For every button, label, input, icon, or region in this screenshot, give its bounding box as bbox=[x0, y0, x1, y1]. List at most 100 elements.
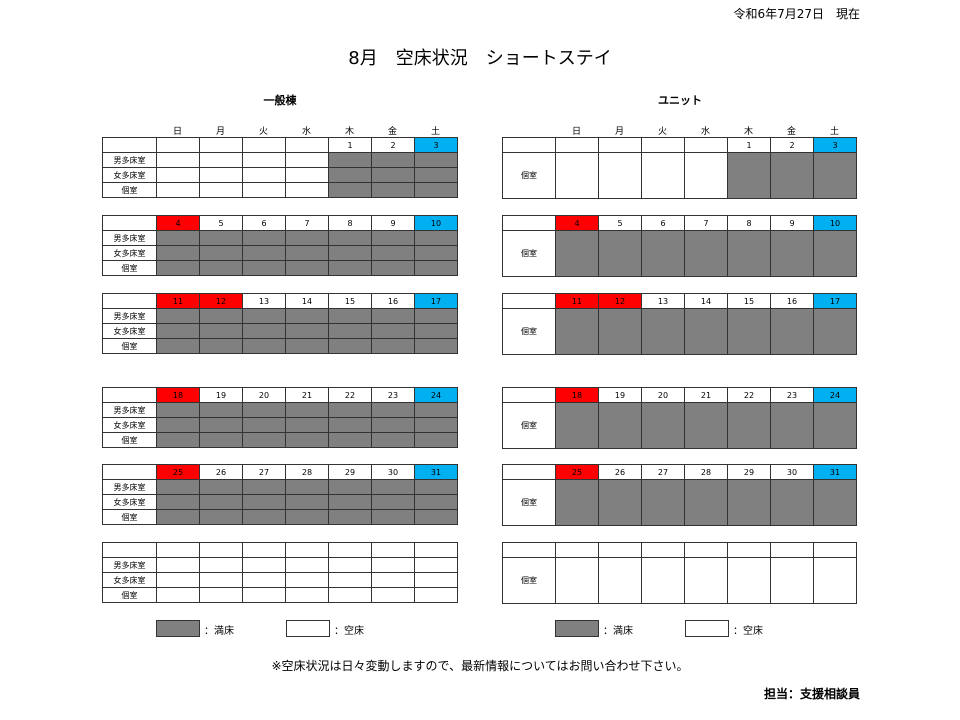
full-bed-cell bbox=[242, 509, 286, 525]
date-cell: 1 bbox=[727, 137, 771, 153]
vacant-bed-cell bbox=[199, 167, 243, 183]
full-bed-cell bbox=[156, 260, 200, 276]
vacant-bed-cell bbox=[641, 557, 685, 604]
date-cell: 23 bbox=[770, 387, 814, 403]
room-type-label: 個室 bbox=[502, 230, 556, 277]
date-cell: 10 bbox=[813, 215, 857, 231]
date-cell bbox=[598, 542, 642, 558]
full-bed-cell bbox=[156, 402, 200, 418]
date-cell: 21 bbox=[684, 387, 728, 403]
full-bed-cell bbox=[328, 494, 372, 510]
vacant-bed-cell bbox=[242, 152, 286, 168]
date-cell: 21 bbox=[285, 387, 329, 403]
weekday-header: 金 bbox=[387, 127, 397, 137]
date-label: 令和6年7月27日 現在 bbox=[733, 7, 860, 21]
full-bed-cell bbox=[328, 308, 372, 324]
corner-cell bbox=[102, 542, 157, 558]
vacant-bed-cell bbox=[156, 587, 200, 603]
full-bed-cell bbox=[727, 402, 771, 449]
unit-week-3-table: 11 12 13 14 15 16 17 個室 bbox=[502, 293, 857, 355]
general-week-6-table: 男多床室 女多床室 個室 bbox=[102, 542, 458, 603]
full-bed-cell bbox=[371, 338, 415, 354]
date-cell: 24 bbox=[813, 387, 857, 403]
full-bed-cell bbox=[199, 509, 243, 525]
room-type-label: 女多床室 bbox=[102, 417, 157, 433]
vacant-bed-cell bbox=[242, 587, 286, 603]
date-cell: 31 bbox=[414, 464, 458, 480]
full-bed-cell bbox=[242, 260, 286, 276]
weekday-header: 土 bbox=[430, 127, 440, 137]
general-week-1-table: 1 2 3 男多床室 女多床室 個室 bbox=[102, 137, 458, 198]
full-bed-cell bbox=[414, 230, 458, 246]
date-cell: 14 bbox=[684, 293, 728, 309]
room-type-label: 男多床室 bbox=[102, 479, 157, 495]
date-cell: 1 bbox=[328, 137, 372, 153]
date-cell: 28 bbox=[285, 464, 329, 480]
corner-cell bbox=[102, 215, 157, 231]
full-bed-cell bbox=[414, 260, 458, 276]
full-bed-cell bbox=[285, 338, 329, 354]
full-bed-cell bbox=[727, 152, 771, 199]
vacant-bed-cell bbox=[285, 587, 329, 603]
date-cell: 5 bbox=[598, 215, 642, 231]
weekday-header: 月 bbox=[215, 127, 225, 137]
date-cell bbox=[813, 542, 857, 558]
vacant-bed-cell bbox=[598, 557, 642, 604]
room-type-label: 女多床室 bbox=[102, 323, 157, 339]
date-cell: 30 bbox=[371, 464, 415, 480]
full-bed-cell bbox=[328, 509, 372, 525]
full-bed-cell bbox=[242, 417, 286, 433]
weekday-header: 火 bbox=[258, 127, 268, 137]
full-bed-cell bbox=[555, 402, 599, 449]
general-week-5-table: 25 26 27 28 29 30 31 男多床室 女多床室 個室 bbox=[102, 464, 458, 525]
date-cell: 17 bbox=[414, 293, 458, 309]
vacant-bed-cell bbox=[328, 557, 372, 573]
date-cell: 19 bbox=[199, 387, 243, 403]
full-bed-cell bbox=[328, 245, 372, 261]
weekday-header: 日 bbox=[571, 127, 581, 137]
vacant-bed-cell bbox=[285, 182, 329, 198]
date-cell: 3 bbox=[813, 137, 857, 153]
vacant-bed-cell bbox=[414, 572, 458, 588]
date-cell: 4 bbox=[555, 215, 599, 231]
full-bed-cell bbox=[727, 308, 771, 355]
unit-week-2-table: 4 5 6 7 8 9 10 個室 bbox=[502, 215, 857, 277]
general-week-4-table: 18 19 20 21 22 23 24 男多床室 女多床室 個室 bbox=[102, 387, 458, 448]
full-bed-cell bbox=[598, 230, 642, 277]
full-bed-cell bbox=[156, 338, 200, 354]
full-bed-cell bbox=[770, 402, 814, 449]
vacant-bed-cell bbox=[242, 557, 286, 573]
full-bed-cell bbox=[813, 152, 857, 199]
full-bed-cell bbox=[371, 245, 415, 261]
date-cell: 29 bbox=[328, 464, 372, 480]
date-cell: 20 bbox=[641, 387, 685, 403]
date-cell bbox=[199, 137, 243, 153]
date-cell bbox=[414, 542, 458, 558]
date-cell: 13 bbox=[641, 293, 685, 309]
room-type-label: 女多床室 bbox=[102, 572, 157, 588]
date-cell bbox=[727, 542, 771, 558]
date-cell bbox=[598, 137, 642, 153]
full-bed-cell bbox=[598, 308, 642, 355]
vacant-bed-cell bbox=[285, 152, 329, 168]
date-cell: 10 bbox=[414, 215, 458, 231]
date-cell: 9 bbox=[770, 215, 814, 231]
date-cell: 8 bbox=[328, 215, 372, 231]
unit-week-6-table: 個室 bbox=[502, 542, 857, 604]
full-bed-cell bbox=[414, 402, 458, 418]
vacant-bed-cell bbox=[199, 152, 243, 168]
vacant-bed-cell bbox=[242, 167, 286, 183]
date-cell bbox=[641, 137, 685, 153]
date-cell: 30 bbox=[770, 464, 814, 480]
weekday-header: 水 bbox=[301, 127, 311, 137]
full-bed-cell bbox=[199, 245, 243, 261]
vacant-bed-cell bbox=[156, 152, 200, 168]
date-cell bbox=[285, 137, 329, 153]
full-bed-cell bbox=[371, 308, 415, 324]
full-bed-cell bbox=[156, 479, 200, 495]
room-type-label: 男多床室 bbox=[102, 557, 157, 573]
full-bed-cell bbox=[242, 323, 286, 339]
date-cell bbox=[328, 542, 372, 558]
full-bed-cell bbox=[156, 308, 200, 324]
